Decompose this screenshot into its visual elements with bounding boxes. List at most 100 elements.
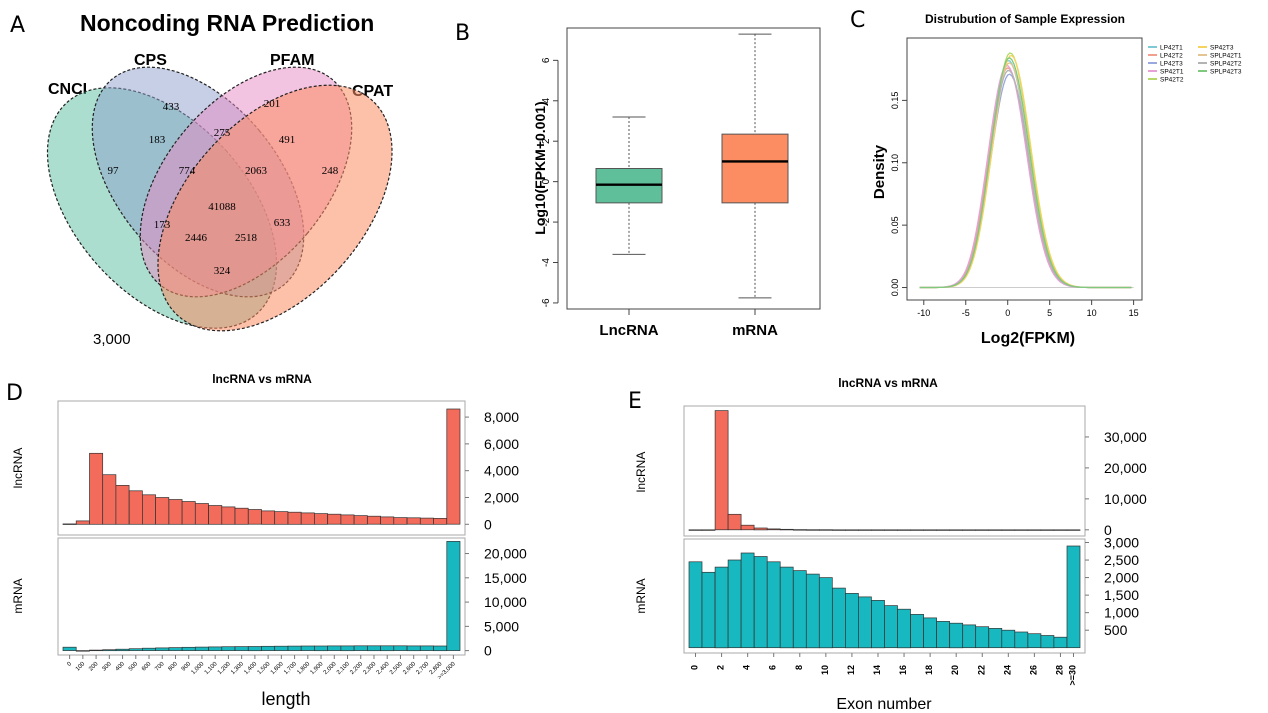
exon-histogram-x-tick-label: 12 (846, 665, 856, 675)
length-histogram-x-tick-label: 1,900 (310, 661, 325, 676)
length-histogram-mrna-bar (128, 648, 143, 651)
density-legend-label-sp42t2: SP42T2 (1160, 77, 1184, 84)
length-histogram-lncrna-bar (89, 452, 104, 525)
exon-histogram-lncrna-bar (923, 529, 937, 531)
venn-region-cps-cpat: 633 (274, 217, 291, 229)
length-histogram-mrna-bar (168, 647, 183, 651)
length-histogram-mrna-bar (300, 645, 315, 651)
exon-histogram-lncrna-bar (701, 529, 716, 531)
panel-label-c: C (850, 8, 865, 33)
length-histogram-mrna-bar (75, 650, 90, 652)
venn-region-pfam-only: 201 (264, 98, 281, 110)
venn-region-cpat-only: 248 (322, 165, 339, 177)
exon-histogram-lncrna-bar (845, 529, 859, 531)
exon-facet-lncrna-label: lncRNA (634, 452, 648, 493)
exon-histogram-mrna-bar (988, 628, 1003, 649)
density-series-sp42t1 (919, 64, 1132, 289)
exon-histogram-lncrna-y-tick-label: 0 (1104, 522, 1112, 538)
venn-region-pfam-cpat: 491 (279, 134, 296, 146)
boxplot-y-tick-label: -6 (541, 298, 552, 307)
exon-histogram-mrna-bar (975, 626, 990, 649)
density-y-axis-label: Density (871, 144, 888, 199)
length-facet-lncrna-frame (57, 400, 466, 536)
length-histogram-mrna-bar (221, 646, 236, 651)
exon-histogram-x-tick-label: 0 (690, 665, 700, 670)
length-histogram-x-tick-label: 1,400 (243, 661, 258, 676)
boxplot-mrna-box (721, 133, 789, 204)
exon-histogram-lncrna-bar (766, 528, 781, 531)
panel-label-e: E (628, 389, 642, 414)
exon-histogram-x-tick-label: 24 (1002, 665, 1012, 675)
exon-histogram-lncrna-bar (1027, 529, 1042, 531)
length-histogram-mrna-bar (274, 645, 289, 651)
exon-histogram-mrna-bar (1040, 635, 1055, 649)
length-histogram-lncrna-bar (75, 520, 90, 525)
length-histogram-lncrna-y-tick-label: 4,000 (484, 463, 519, 479)
density-legend-label-splp42t2: SPLP42T2 (1210, 61, 1242, 68)
length-histogram-mrna-bar (181, 646, 196, 651)
density-series-lp42t2 (919, 67, 1132, 289)
length-histogram-lncrna-bar (380, 516, 395, 525)
exon-histogram-mrna-bar (805, 573, 820, 649)
length-histogram-x-tick-label: 200 (88, 661, 100, 673)
density-x-tick-label: 10 (1087, 308, 1097, 318)
length-x-axis-label: length (261, 689, 310, 709)
length-histogram-x-tick-label: 2,300 (363, 661, 378, 676)
length-histogram-lncrna-bar (340, 514, 355, 525)
exon-histogram-lncrna-bar (949, 529, 964, 531)
exon-histogram-lncrna-bar (1053, 529, 1068, 531)
length-histogram-x-tick-label: 1,100 (204, 661, 219, 676)
exon-histogram-lncrna-bar (884, 529, 898, 531)
exon-histogram-lncrna-bar (805, 529, 820, 531)
length-histogram-mrna-bar (393, 645, 408, 651)
density-series-splp42t1 (919, 62, 1132, 289)
density-frame (906, 37, 1143, 301)
exon-histogram-mrna-bar (1014, 631, 1029, 649)
density-series-lp42t1 (919, 60, 1132, 289)
exon-histogram-mrna-bar (910, 614, 924, 649)
exon-histogram-lncrna-bar (936, 529, 950, 531)
exon-histogram-lncrna-bar (740, 524, 755, 531)
venn-footnote: 3,000 (93, 331, 131, 348)
density-legend-label-sp42t1: SP42T1 (1160, 69, 1184, 76)
exon-histogram-title: lncRNA vs mRNA (838, 376, 938, 390)
length-histogram-x-tick-label: 0 (66, 661, 73, 668)
exon-histogram-x-tick-label: 28 (1054, 665, 1064, 675)
venn-region-cnci-cpat: 324 (214, 265, 231, 277)
density-series-splp42t2 (919, 69, 1132, 289)
length-histogram-lncrna-bar (300, 512, 315, 525)
length-histogram-x-tick-label: 2,100 (336, 661, 351, 676)
length-histogram-x-tick-label: 1,800 (296, 661, 311, 676)
length-histogram-lncrna-bar (393, 517, 408, 525)
length-histogram-lncrna-bar (142, 494, 156, 525)
exon-histogram-mrna-y-tick-label: 2,500 (1104, 552, 1139, 568)
exon-histogram-mrna-y-tick-label: 1,500 (1104, 587, 1139, 603)
venn-region-all: 41088 (208, 201, 236, 213)
venn-set-label-pfam: PFAM (270, 52, 314, 69)
length-histogram-title: lncRNA vs mRNA (212, 372, 312, 386)
length-histogram-lncrna-bar (287, 511, 302, 525)
exon-histogram-lncrna-bar (871, 529, 885, 531)
exon-histogram-lncrna-bar (753, 527, 768, 531)
exon-histogram-mrna-bar (858, 596, 872, 649)
exon-histogram-mrna-bar (792, 570, 807, 649)
length-histogram-x-tick-label: 500 (128, 661, 140, 673)
length-histogram-x-tick-label: 700 (154, 661, 166, 673)
exon-histogram-lncrna-bar (792, 529, 807, 531)
exon-histogram: lncRNA vs mRNA 0 10,000 20,000 30,000 5001,0… (634, 376, 1147, 713)
exon-histogram-mrna-bar (871, 600, 885, 649)
length-facet-mrna-label: mRNA (11, 578, 25, 613)
venn-region-cnci-pfam-cpat: 2446 (185, 232, 208, 244)
exon-histogram-lncrna-bar (832, 529, 846, 531)
venn-region-cps-only: 433 (163, 101, 180, 113)
exon-histogram-mrna-bar (923, 617, 937, 649)
exon-histogram-lncrna-bar (962, 529, 977, 531)
boxplot-frame (566, 27, 821, 310)
exon-histogram-mrna-bar (845, 593, 859, 649)
length-histogram-x-tick-label: 1,700 (283, 661, 298, 676)
length-histogram-lncrna-bar (367, 515, 381, 525)
length-histogram-x-tick-label: 2,700 (415, 661, 430, 676)
exon-facet-mrna-label: mRNA (634, 578, 648, 613)
exon-histogram-lncrna-bar (818, 529, 833, 531)
